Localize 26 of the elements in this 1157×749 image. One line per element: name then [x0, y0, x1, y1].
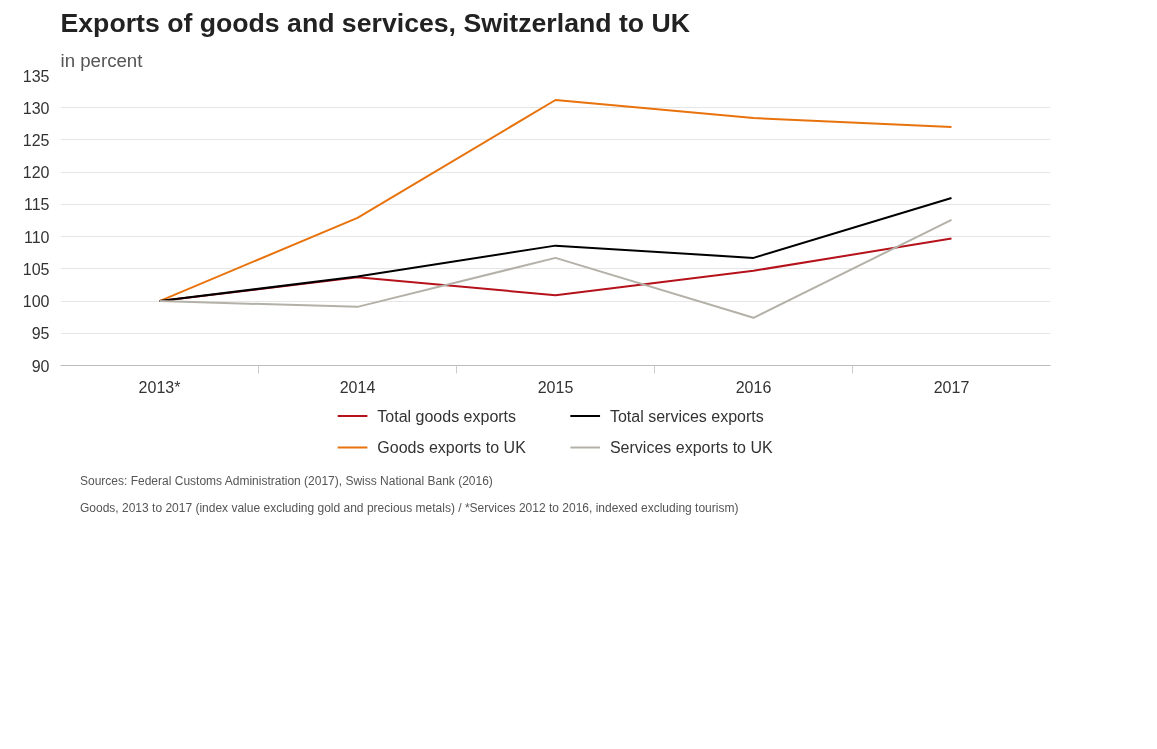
y-tick-label: 95 [31, 325, 50, 343]
legend-label: Services exports to UK [609, 439, 773, 456]
source-note: Sources: Federal Customs Administration (2017), Swiss National Bank (2016) [80, 473, 493, 490]
x-tick-label: 2016 [735, 378, 772, 396]
y-tick-label: 100 [22, 293, 50, 311]
legend-label: Total goods exports [377, 407, 517, 425]
y-tick-label: 130 [22, 99, 50, 117]
y-tick-label: 90 [31, 357, 50, 375]
x-tick-label: 2013* [138, 378, 181, 396]
y-tick-label: 120 [22, 164, 50, 182]
legend-label: Total services exports [609, 407, 764, 425]
text: Goods, 2013 to 2017 (index value excluding gold and precious metals) / *Services 2012 to 2016, indexed excluding tourism) [80, 500, 739, 518]
x-tick-label: 2015 [537, 378, 574, 396]
y-tick-label: 125 [22, 131, 50, 149]
chart-subtitle: in percent [60, 49, 144, 71]
line-series [158, 196, 953, 303]
y-tick-label: 135 [22, 67, 50, 85]
x-tick-label: 2014 [339, 378, 376, 396]
legend-label: Goods exports to UK [377, 439, 527, 456]
y-tick-label: 115 [23, 196, 50, 214]
line-series [158, 218, 953, 319]
x-tick-label: 2017 [933, 378, 970, 396]
line-series [158, 98, 953, 303]
y-tick-label: 105 [22, 260, 50, 278]
chart-title: Exports of goods and services, Switzerland to UK [60, 7, 691, 38]
y-tick-label: 110 [23, 228, 50, 246]
